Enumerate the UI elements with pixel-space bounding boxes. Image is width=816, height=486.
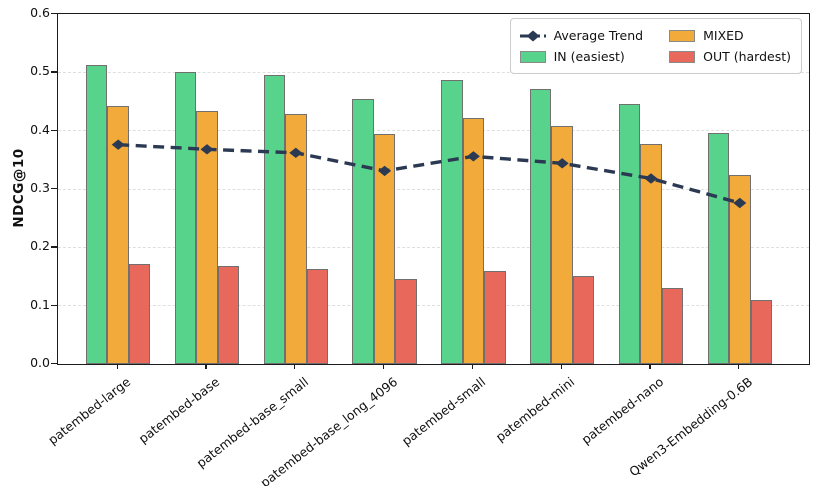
- bar-in-easiest: [618, 103, 641, 364]
- x-tick-mark: [294, 364, 296, 369]
- gridline: [58, 246, 809, 248]
- bar-in-easiest: [441, 79, 463, 364]
- bar-out-hardest: [306, 268, 329, 364]
- legend-label-mixed: MIXED: [703, 28, 744, 43]
- average-trend-line: [111, 139, 747, 209]
- y-tick-mark: [51, 188, 57, 190]
- bar-mixed: [285, 113, 307, 364]
- trend-point-diamond: [466, 151, 480, 162]
- out-hardest-swatch-icon: [669, 50, 696, 63]
- mixed-swatch-icon: [669, 29, 696, 42]
- trend-point-diamond: [200, 144, 214, 155]
- legend: Average Trend IN (easiest) MIXED OUT (ha…: [509, 18, 802, 74]
- bar-mixed: [640, 143, 662, 364]
- gridline: [58, 188, 809, 190]
- x-tick-mark: [471, 364, 474, 369]
- trend-point-diamond: [289, 147, 303, 159]
- trend-dashed-line: [118, 143, 741, 205]
- y-tick-mark: [51, 129, 57, 132]
- legend-item-average-trend: Average Trend: [519, 28, 644, 43]
- plot-area: Average Trend IN (easiest) MIXED OUT (ha…: [57, 13, 810, 365]
- gridline: [58, 130, 809, 132]
- bar-mixed: [107, 105, 129, 364]
- x-category-label: patembed-large: [45, 374, 134, 448]
- y-tick-label: 0.0: [30, 355, 50, 370]
- bar-in-easiest: [529, 88, 552, 364]
- x-tick-mark: [382, 364, 385, 369]
- y-tick-mark: [51, 71, 57, 73]
- y-tick-label: 0.4: [30, 121, 50, 137]
- trend-point-diamond: [111, 139, 125, 150]
- bar-in-easiest: [174, 71, 197, 364]
- bar-mixed: [196, 110, 218, 364]
- x-category-label: patembed-mini: [492, 374, 578, 445]
- bar-in-easiest: [707, 133, 730, 364]
- bar-mixed: [462, 118, 485, 364]
- legend-item-in-easiest: IN (easiest): [519, 49, 644, 64]
- bar-in-easiest: [352, 99, 374, 364]
- bar-out-hardest: [395, 279, 417, 364]
- gridline: [58, 305, 809, 307]
- x-tick-mark: [649, 364, 651, 369]
- bar-out-hardest: [484, 271, 506, 364]
- gridline: [58, 71, 809, 73]
- trend-point-diamond: [378, 165, 392, 177]
- bar-mixed: [729, 175, 751, 364]
- bar-out-hardest: [661, 288, 684, 364]
- x-tick-mark: [116, 364, 118, 369]
- bar-in-easiest: [263, 75, 286, 364]
- x-category-label: patembed-small: [399, 374, 489, 449]
- y-tick-label: 0.5: [30, 63, 50, 79]
- y-tick-label: 0.6: [30, 5, 50, 20]
- y-tick-mark: [51, 363, 57, 365]
- y-tick-mark: [51, 304, 57, 307]
- trend-point-diamond: [733, 197, 747, 209]
- legend-item-out-hardest: OUT (hardest): [669, 49, 791, 64]
- y-tick-label: 0.2: [30, 238, 50, 254]
- average-trend-legend-marker-icon: [519, 29, 546, 43]
- bar-out-hardest: [128, 263, 151, 364]
- trend-point-diamond: [555, 158, 569, 169]
- bar-mixed: [373, 134, 396, 364]
- bar-mixed: [551, 126, 573, 364]
- x-tick-mark: [205, 364, 207, 369]
- bar-out-hardest: [572, 275, 595, 364]
- y-tick-label: 0.3: [30, 180, 50, 195]
- bar-out-hardest: [750, 300, 773, 364]
- legend-label-average-trend: Average Trend: [553, 28, 644, 43]
- x-tick-mark: [738, 364, 740, 369]
- bar-in-easiest: [85, 65, 108, 364]
- y-tick-mark: [51, 13, 57, 15]
- trend-point-diamond: [644, 173, 658, 184]
- legend-label-out-hardest: OUT (hardest): [703, 49, 791, 64]
- bar-out-hardest: [217, 266, 240, 364]
- x-tick-mark: [560, 364, 562, 369]
- y-tick-label: 0.1: [30, 296, 50, 312]
- x-category-label: patembed-nano: [578, 374, 667, 448]
- legend-label-in-easiest: IN (easiest): [553, 49, 625, 64]
- legend-item-mixed: MIXED: [669, 28, 791, 43]
- y-tick-mark: [51, 246, 57, 248]
- x-category-label: patembed-base: [135, 374, 223, 447]
- in-easiest-swatch-icon: [519, 50, 546, 63]
